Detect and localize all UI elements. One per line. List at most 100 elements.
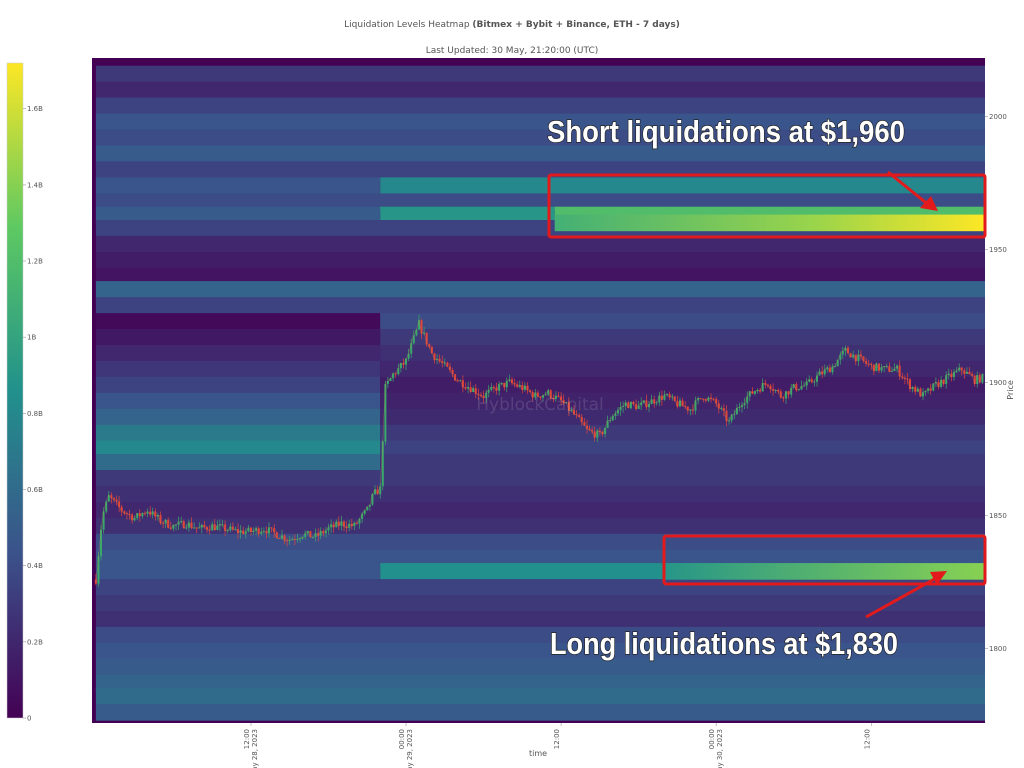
candle-body <box>312 537 314 538</box>
candle-body <box>252 530 255 532</box>
candle-body <box>443 362 446 364</box>
candle-body <box>193 527 196 529</box>
heatmap-band <box>380 408 985 426</box>
candle-body <box>573 409 575 415</box>
candle-body <box>834 366 837 368</box>
candle-body <box>715 399 718 404</box>
candle-body <box>756 390 759 392</box>
candle-body <box>376 489 379 495</box>
candle-body <box>177 521 180 525</box>
candle-body <box>386 381 389 384</box>
long-liquidation-arrow-head <box>930 571 947 585</box>
candle-body <box>428 344 431 347</box>
x-tick-sublabel: May 29, 2023 <box>406 729 414 768</box>
candle-body <box>154 511 157 517</box>
candle-body <box>433 353 436 360</box>
candle-body <box>247 527 250 532</box>
candle-body <box>322 531 325 534</box>
candle-body <box>156 515 159 517</box>
candle-body <box>772 389 775 391</box>
candle-body <box>115 499 118 502</box>
candle-body <box>213 524 216 530</box>
candle-body <box>650 399 653 405</box>
heatmap-band <box>380 345 985 362</box>
candle-body <box>642 400 645 403</box>
candle-body <box>286 540 289 542</box>
candle-body <box>676 400 679 407</box>
candle-body <box>821 371 824 375</box>
candle-body <box>808 379 811 382</box>
candle-body <box>203 524 206 528</box>
candle-body <box>350 523 353 527</box>
candle-body <box>542 395 544 398</box>
candle-body <box>632 402 635 404</box>
candle-body <box>953 372 955 378</box>
candle-body <box>136 513 139 519</box>
heatmap-band <box>95 704 985 721</box>
colorbar-tick-label: 0.6B <box>27 486 43 494</box>
candle-body <box>299 538 302 540</box>
candle-body <box>239 530 242 534</box>
candle-body <box>327 527 330 531</box>
candle-body <box>110 495 113 498</box>
candle-body <box>622 406 625 407</box>
candle-body <box>598 430 601 432</box>
candle-body <box>412 335 415 344</box>
candle-body <box>847 347 849 354</box>
candle-body <box>456 380 459 382</box>
candle-body <box>397 368 400 374</box>
candle-body <box>425 332 428 345</box>
heatmap-band <box>95 611 985 628</box>
candle-body <box>133 518 136 521</box>
candle-body <box>345 526 348 528</box>
colorbar-tick-label: 0.4B <box>27 562 43 570</box>
candle-body <box>389 378 392 381</box>
candle-body <box>185 527 188 529</box>
short-liquidation-annotation: Short liquidations at $1,960 <box>546 113 987 239</box>
heatmap-band <box>95 267 985 285</box>
candle-body <box>880 367 883 371</box>
candle-body <box>831 366 834 373</box>
candle-body <box>167 519 170 528</box>
price-line-group <box>95 320 983 584</box>
heatmap-band <box>380 177 985 194</box>
candle-body <box>371 494 374 505</box>
candle-body <box>704 399 707 401</box>
heatmap-band <box>95 486 985 503</box>
candle-body <box>231 526 234 530</box>
candle-body <box>438 358 441 362</box>
price-line <box>95 320 983 584</box>
chart-title-prefix: Liquidation Levels Heatmap <box>344 20 472 30</box>
x-axis-ticks: 12:00 May 28, 2023 00:00 May 29, 2023 12:00 0… <box>243 723 872 768</box>
candle-body <box>722 408 725 411</box>
candle-body <box>940 379 943 387</box>
candle-body <box>482 395 485 398</box>
candle-body <box>474 388 477 394</box>
candle-body <box>922 392 924 397</box>
candle-body <box>934 382 937 384</box>
candle-body <box>407 353 410 359</box>
candle-body <box>844 347 847 351</box>
candle-body <box>379 486 382 495</box>
candle-body <box>795 384 798 391</box>
candle-body <box>120 506 123 512</box>
candle-body <box>105 501 108 512</box>
candle-body <box>549 390 552 398</box>
heatmap-band <box>380 313 985 330</box>
candle-body <box>206 527 208 530</box>
candle-body <box>911 387 914 389</box>
candle-body <box>330 524 333 528</box>
candle-body <box>865 360 868 364</box>
long-liquidation-label: Long liquidations at $1,830 <box>550 626 898 661</box>
candle-body <box>924 390 927 393</box>
candle-body <box>968 371 971 375</box>
candle-body <box>405 358 407 365</box>
colorbar-tick-label: 0.8B <box>27 410 43 418</box>
candle-body <box>640 402 643 406</box>
candle-body <box>265 531 268 534</box>
candle-body <box>384 384 387 442</box>
candle-body <box>583 422 586 426</box>
heatmap-band <box>95 440 381 458</box>
candle-body <box>175 524 177 526</box>
